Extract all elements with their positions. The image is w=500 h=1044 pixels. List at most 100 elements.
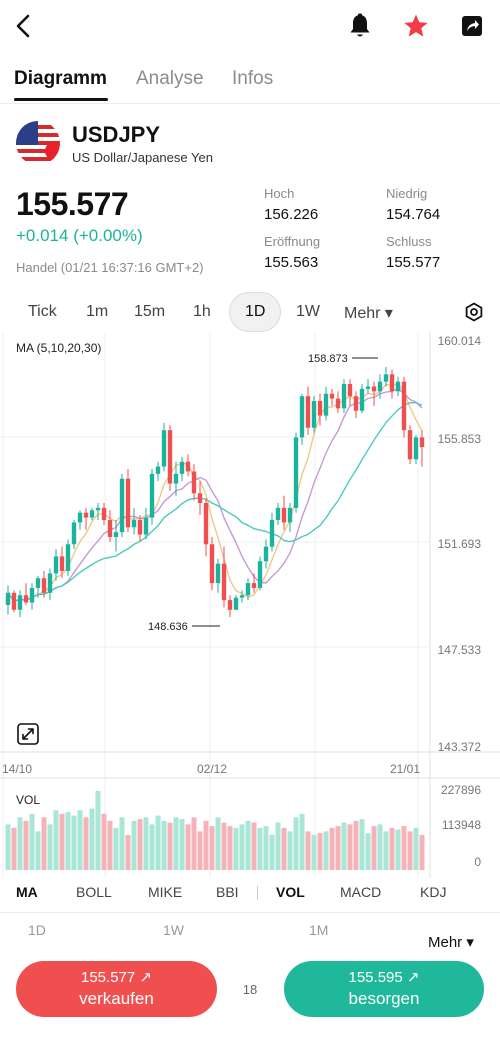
settings-icon[interactable] — [458, 296, 490, 328]
volume-bar — [347, 824, 353, 870]
volume-bar — [395, 829, 401, 870]
range-1d[interactable]: 1D — [28, 922, 46, 938]
volume-bar — [365, 833, 371, 870]
volume-bar — [77, 810, 83, 870]
volume-bar — [35, 831, 41, 870]
volume-bar — [23, 820, 29, 870]
active-tab-indicator — [14, 98, 108, 101]
volume-bar — [47, 824, 53, 870]
candle — [335, 398, 341, 409]
expand-icon[interactable] — [14, 720, 42, 748]
candle — [245, 583, 251, 596]
candle — [83, 512, 89, 518]
candle — [227, 600, 233, 610]
indicator-boll[interactable]: BOLL — [76, 884, 112, 900]
volume-bar — [377, 824, 383, 870]
volume-bar — [299, 813, 305, 870]
indicator-vol[interactable]: VOL — [276, 884, 305, 900]
indicator-bbi[interactable]: BBI — [216, 884, 239, 900]
candle — [311, 401, 317, 428]
timeframe-15m[interactable]: 15m — [134, 303, 166, 320]
bell-icon[interactable] — [344, 10, 376, 42]
candle — [383, 374, 389, 382]
volume-bar — [167, 822, 173, 870]
trend-arrow-icon: ↗ — [139, 969, 152, 986]
timeframe-more[interactable]: Mehr ▾ — [344, 305, 393, 322]
indicator-ma[interactable]: MA — [16, 884, 38, 900]
share-icon[interactable] — [456, 10, 488, 42]
range-1w[interactable]: 1W — [163, 922, 184, 938]
candle — [377, 381, 383, 392]
volume-axis-label: 0 — [474, 855, 481, 869]
candle — [95, 507, 101, 511]
volume-bar — [197, 831, 203, 870]
spread-value: 18 — [242, 982, 258, 997]
timeframe-1w[interactable]: 1W — [296, 303, 320, 320]
candle — [221, 563, 227, 601]
indicator-mike[interactable]: MIKE — [148, 884, 183, 900]
volume-bar — [257, 827, 263, 870]
indicator-divider — [257, 886, 258, 900]
tab-analyse[interactable]: Analyse — [136, 68, 204, 89]
close-label: Schluss — [386, 234, 432, 249]
instrument-symbol: USDJPY — [72, 122, 161, 147]
volume-bar — [233, 827, 239, 870]
candle — [11, 592, 17, 610]
trend-arrow-icon: ↗ — [406, 969, 420, 986]
price-chart[interactable]: MA (5,10,20,30) VOL 160.014 155.853 151.… — [0, 332, 500, 878]
range-more[interactable]: Mehr ▾ — [428, 934, 474, 951]
candle — [257, 561, 263, 588]
price-axis-label: 151.693 — [438, 537, 482, 551]
timeframe-1d[interactable]: 1D — [245, 303, 266, 320]
sell-price-value: 155.577 — [81, 969, 136, 986]
candle — [215, 563, 221, 584]
sell-button[interactable]: 155.577 ↗ verkaufen — [16, 961, 217, 1017]
candle — [353, 396, 359, 411]
volume-bar — [281, 827, 287, 870]
timeframe-1m[interactable]: 1m — [86, 303, 109, 320]
candle — [413, 437, 419, 460]
volume-bar — [5, 824, 11, 870]
volume-bar — [203, 820, 209, 870]
volume-bar — [119, 817, 125, 870]
instrument-description: US Dollar/Japanese Yen — [72, 150, 213, 165]
volume-bar — [371, 826, 377, 870]
candle — [371, 386, 377, 392]
candle — [281, 507, 287, 523]
candle — [149, 473, 155, 518]
volume-bar — [263, 826, 269, 870]
timeframe-tick[interactable]: Tick — [28, 303, 57, 320]
volume-axis-label: 113948 — [442, 818, 481, 832]
volume-bar — [215, 817, 221, 870]
indicator-kdj[interactable]: KDJ — [420, 884, 447, 900]
trade-timestamp: Handel (01/21 16:37:16 GMT+2) — [16, 260, 204, 275]
current-price: 155.577 — [16, 186, 129, 222]
volume-bar — [209, 826, 215, 870]
ma-line — [7, 387, 423, 603]
candle — [167, 430, 173, 484]
open-label: Eröffnung — [264, 234, 321, 249]
volume-bar — [137, 819, 143, 870]
tab-diagramm[interactable]: Diagramm — [14, 68, 107, 89]
candle — [293, 437, 299, 508]
top-bar — [0, 0, 500, 56]
candle — [305, 396, 311, 428]
buy-button[interactable]: 155.595 ↗ besorgen — [284, 961, 484, 1017]
volume-bar — [383, 831, 389, 870]
ma-line — [7, 383, 423, 603]
high-value: 156.226 — [264, 206, 319, 223]
back-arrow-icon[interactable] — [8, 10, 40, 42]
volume-bar — [161, 820, 167, 870]
timeframe-1h[interactable]: 1h — [193, 303, 211, 320]
candle — [101, 507, 107, 520]
ma-line — [7, 402, 423, 603]
volume-bar — [311, 834, 317, 870]
indicator-macd[interactable]: MACD — [340, 884, 382, 900]
candle — [239, 595, 245, 598]
star-icon[interactable] — [400, 10, 432, 42]
volume-bar — [275, 822, 281, 870]
candle — [41, 578, 47, 593]
tab-infos[interactable]: Infos — [232, 68, 274, 89]
candle — [203, 502, 209, 545]
range-1m[interactable]: 1M — [309, 922, 329, 938]
